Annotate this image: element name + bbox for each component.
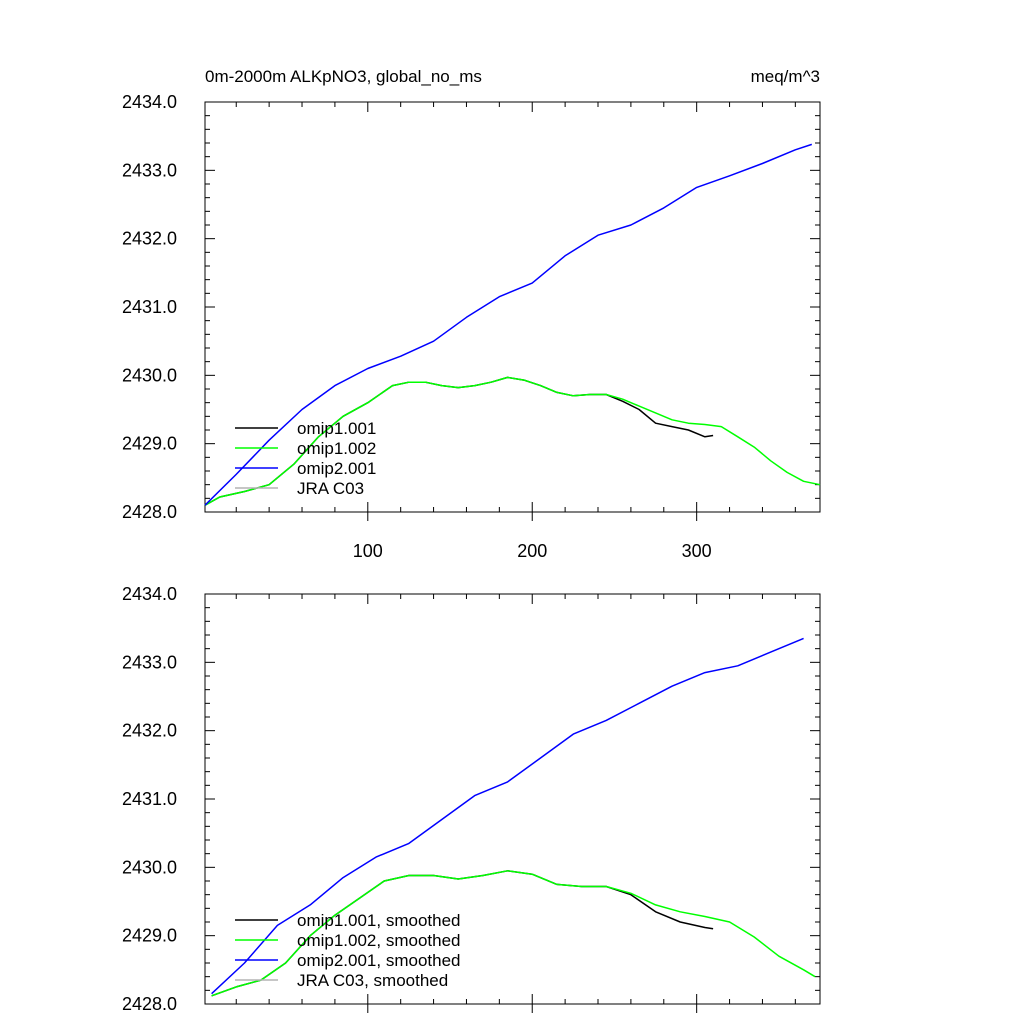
title-left: 0m-2000m ALKpNO3, global_no_ms bbox=[205, 67, 482, 86]
x-tick-label: 300 bbox=[682, 541, 712, 561]
legend-label: omip2.001, smoothed bbox=[297, 951, 461, 970]
y-tick-label: 2428.0 bbox=[122, 502, 177, 522]
y-tick-label: 2430.0 bbox=[122, 365, 177, 385]
panel-bottom: 2428.0 2429.0 2430.0 2431.0 2432.0 2433.0 2434… bbox=[122, 584, 821, 1014]
legend-label: omip2.001 bbox=[297, 459, 376, 478]
y-tick-label: 2429.0 bbox=[122, 434, 177, 454]
y-tick-label: 2433.0 bbox=[122, 652, 177, 672]
legend-label: omip1.001 bbox=[297, 419, 376, 438]
x-tick-label: 100 bbox=[353, 541, 383, 561]
y-tick-label: 2428.0 bbox=[122, 994, 177, 1014]
series-line-omip1-001 bbox=[204, 376, 714, 506]
y-tick-label: 2430.0 bbox=[122, 857, 177, 877]
y-tick-label: 2434.0 bbox=[122, 92, 177, 112]
x-tick-label: 200 bbox=[517, 541, 547, 561]
series-line-omip1-002-smoothed bbox=[211, 870, 816, 997]
legend-label: JRA C03, smoothed bbox=[297, 971, 448, 990]
y-tick-label: 2432.0 bbox=[122, 229, 177, 249]
y-tick-label: 2434.0 bbox=[122, 584, 177, 604]
legend-label: JRA C03 bbox=[297, 479, 364, 498]
legend-label: omip1.002, smoothed bbox=[297, 931, 461, 950]
legend-label: omip1.002 bbox=[297, 439, 376, 458]
panel-top: 2428.0 2429.0 2430.0 2431.0 2432.0 2433.0 2434… bbox=[122, 92, 821, 561]
y-tick-label: 2432.0 bbox=[122, 721, 177, 741]
series-line-omip2-001 bbox=[204, 143, 813, 506]
series-line-omip1-001-smoothed bbox=[211, 870, 714, 997]
y-tick-label: 2433.0 bbox=[122, 160, 177, 180]
series-line-omip2-001-smoothed bbox=[211, 637, 804, 995]
y-tick-label: 2431.0 bbox=[122, 297, 177, 317]
y-tick-label: 2429.0 bbox=[122, 926, 177, 946]
legend-label: omip1.001, smoothed bbox=[297, 911, 461, 930]
series-line-omip1-002 bbox=[204, 376, 821, 506]
y-tick-label: 2431.0 bbox=[122, 789, 177, 809]
title-right: meq/m^3 bbox=[751, 67, 820, 86]
